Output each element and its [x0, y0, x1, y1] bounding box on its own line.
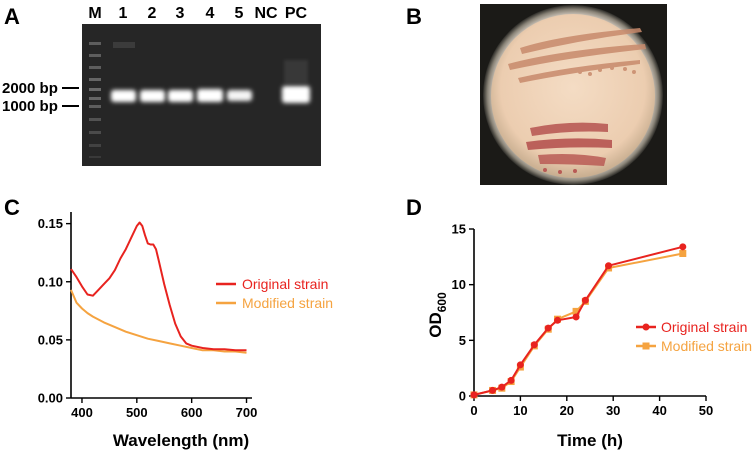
data-point-modified — [572, 307, 580, 315]
lane-label-m: M — [88, 5, 101, 22]
band-lane-5 — [227, 90, 252, 101]
y-tick-label: 0.00 — [38, 391, 63, 406]
data-point-original — [572, 313, 580, 321]
y-tick-label: 0.10 — [38, 274, 63, 289]
colonies-upper — [508, 28, 646, 83]
x-tick-label: 20 — [560, 403, 574, 418]
y-tick-label: 0.05 — [38, 332, 63, 347]
spectrum-legend: Original strain Modified strain — [216, 276, 333, 311]
panel-label-d: D — [406, 195, 422, 220]
legend-original: Original strain — [242, 276, 328, 292]
y-tick-label: 0 — [459, 389, 466, 404]
panel-d: D 0 10 20 30 40 50 0 5 10 15 Time (h) OD600 Origi… — [406, 195, 752, 450]
band-lane-2 — [140, 90, 165, 102]
spectrum-x-label: Wavelength (nm) — [113, 431, 249, 450]
ladder-lane — [89, 42, 101, 158]
growth-y-label: OD600 — [426, 292, 449, 338]
marker-2000bp: 2000 bp — [2, 80, 58, 97]
data-point-original — [679, 243, 687, 251]
data-point-original — [498, 383, 506, 391]
lane-label-2: 2 — [148, 5, 157, 22]
series-line-original — [473, 245, 684, 396]
x-tick-label: 40 — [652, 403, 666, 418]
legend-original-d: Original strain — [661, 319, 747, 335]
data-point-original — [507, 376, 515, 384]
legend-modified: Modified strain — [242, 295, 333, 311]
marker-1000bp: 1000 bp — [2, 98, 58, 115]
data-point-modified — [679, 249, 687, 257]
panel-c: C 400 500 600 700 0.00 0.05 0.10 0.15 Wavelengt… — [4, 195, 333, 450]
series-line-modified — [473, 252, 683, 396]
colonies-lower — [526, 122, 612, 174]
spectrum-chart: 400 500 600 700 0.00 0.05 0.10 0.15 — [38, 212, 258, 420]
panel-label-b: B — [406, 4, 422, 29]
data-point-original — [516, 361, 524, 369]
band-lane-1 — [111, 90, 136, 102]
lane-label-pc: PC — [285, 5, 308, 22]
x-tick-label: 600 — [181, 405, 203, 420]
y-tick-label: 5 — [459, 333, 466, 348]
growth-chart: 0 10 20 30 40 50 0 5 10 15 — [452, 222, 714, 419]
data-point-original — [470, 391, 478, 399]
panel-label-a: A — [4, 4, 20, 29]
lane-label-nc: NC — [254, 5, 278, 22]
x-tick-label: 10 — [513, 403, 527, 418]
gel-bands — [111, 42, 310, 103]
panel-label-c: C — [4, 195, 20, 220]
data-point-original — [605, 262, 613, 270]
legend-marker-modified-d — [642, 342, 650, 350]
x-tick-label: 50 — [699, 403, 713, 418]
growth-legend: Original strain Modified strain — [636, 319, 752, 354]
agar — [491, 14, 655, 178]
legend-marker-original-d — [642, 323, 650, 331]
panel-a: A M 1 2 3 — [2, 4, 321, 166]
x-tick-label: 700 — [236, 405, 258, 420]
data-point-original — [489, 386, 497, 394]
x-tick-label: 500 — [126, 405, 148, 420]
growth-x-label: Time (h) — [557, 431, 623, 450]
x-tick-label: 30 — [606, 403, 620, 418]
series-line-modified — [70, 289, 247, 354]
band-lane-3 — [168, 90, 193, 102]
band-lane-4 — [197, 89, 223, 102]
series-line-original — [70, 221, 247, 352]
legend-modified-d: Modified strain — [661, 338, 752, 354]
lane-label-4: 4 — [206, 5, 215, 22]
y-tick-label: 10 — [452, 277, 466, 292]
x-tick-label: 0 — [470, 403, 477, 418]
data-point-original — [544, 324, 552, 332]
x-tick-label: 400 — [71, 405, 93, 420]
y-tick-label: 15 — [452, 222, 466, 237]
data-point-original — [530, 341, 538, 349]
data-point-original — [581, 296, 589, 304]
data-point-original — [554, 316, 562, 324]
lane-label-5: 5 — [235, 5, 244, 22]
band-lane-pc — [282, 86, 310, 103]
lane-label-3: 3 — [176, 5, 185, 22]
panel-b: B — [406, 4, 667, 185]
lane-label-1: 1 — [119, 5, 128, 22]
y-tick-label: 0.15 — [38, 216, 63, 231]
